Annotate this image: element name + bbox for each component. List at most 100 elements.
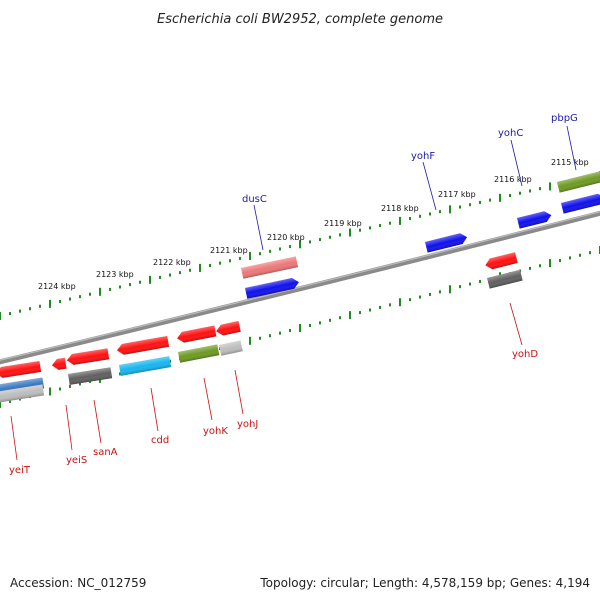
feature-dusC: [245, 278, 299, 299]
feature-yeiT-a-shade: [0, 360, 42, 378]
outer-tick: [509, 194, 511, 198]
inner-tick: [559, 259, 561, 263]
inner-tick: [329, 318, 331, 322]
feature-yohK-a: [177, 325, 217, 343]
feature-pbpG: [557, 170, 600, 193]
inner-tick: [79, 382, 81, 386]
outer-tick: [59, 299, 61, 303]
outer-tick: [439, 210, 441, 214]
inner-tick: [259, 336, 261, 340]
inner-tick: [429, 292, 431, 296]
scale-label-2117: 2117 kbp: [438, 190, 476, 199]
outer-tick: [349, 228, 351, 237]
feature-yeiS-shade: [51, 357, 67, 370]
feature-yohF-shade: [425, 233, 468, 253]
inner-tick: [549, 259, 551, 268]
outer-tick: [369, 226, 371, 230]
outer-tick: [319, 238, 321, 242]
inner-tick: [459, 285, 461, 289]
outer-tick: [389, 221, 391, 225]
inner-tick: [409, 298, 411, 302]
outer-tick: [289, 245, 291, 249]
feature-yohD-a-shade: [485, 252, 518, 270]
outer-tick: [519, 191, 521, 195]
outer-tick: [469, 203, 471, 207]
outer-tick: [199, 263, 201, 272]
gene-labels: pbpG yohC yohF dusC yohD yohJ yohK cdd s…: [9, 113, 578, 476]
outer-tick: [539, 187, 541, 191]
inner-tick: [419, 295, 421, 299]
outer-tick: [419, 214, 421, 218]
scale-label-2119: 2119 kbp: [324, 219, 362, 228]
outer-tick: [149, 275, 151, 284]
outer-tick: [269, 249, 271, 253]
gene-label-yeiT: yeiT: [9, 465, 31, 476]
outer-tick: [29, 307, 31, 311]
outer-tick: [239, 256, 241, 260]
feature-pbpG-shade: [557, 170, 600, 193]
outer-tick: [299, 240, 301, 249]
outer-tick: [249, 252, 251, 261]
outer-tick: [79, 295, 81, 299]
inner-tick: [349, 311, 351, 320]
outer-tick: [359, 228, 361, 232]
scale-labels: 2115 kbp 2116 kbp 2117 kbp 2118 kbp 2119…: [38, 158, 589, 291]
outer-tick: [109, 287, 111, 291]
inner-tick: [579, 253, 581, 257]
gene-label-yohK: yohK: [203, 426, 228, 437]
outer-tick: [169, 273, 171, 277]
feature-dusC-a-shade: [241, 256, 299, 279]
feature-sanA-a-shade: [66, 348, 110, 365]
inner-tick: [249, 336, 251, 345]
outer-tick: [379, 224, 381, 228]
inner-tick-ring: [0, 246, 600, 408]
feature-yohK-shade: [178, 344, 220, 363]
inner-tick: [49, 387, 51, 396]
inner-tick: [69, 384, 71, 388]
scale-label-2120: 2120 kbp: [267, 233, 305, 242]
outer-tick: [309, 240, 311, 244]
inner-tick: [309, 323, 311, 327]
outer-tick: [9, 312, 11, 316]
inner-tick: [479, 279, 481, 283]
outer-tick: [19, 309, 21, 313]
outer-tick: [159, 275, 161, 279]
feature-yohD: [487, 269, 523, 289]
inner-tick: [439, 290, 441, 294]
feature-yohJ-a: [216, 321, 241, 336]
scale-label-2116: 2116 kbp: [494, 175, 532, 184]
inner-tick: [279, 331, 281, 335]
outer-tick: [279, 247, 281, 251]
feature-yeiT-b-shade: [0, 384, 45, 403]
feature-yohK-a-shade: [177, 325, 217, 343]
feature-yeiT-b: [0, 384, 45, 403]
feature-cdd-shade: [119, 356, 172, 376]
outer-tick: [399, 216, 401, 225]
inner-tick: [9, 399, 11, 403]
inner-tick: [589, 251, 591, 255]
scale-label-2115: 2115 kbp: [551, 158, 589, 167]
outer-tick: [489, 198, 491, 202]
outer-tick: [119, 285, 121, 289]
outer-tick: [259, 252, 261, 256]
feature-yeiT-a: [0, 360, 42, 378]
outer-tick: [219, 261, 221, 265]
inner-tick: [289, 329, 291, 333]
outer-tick: [39, 304, 41, 308]
gene-label-yohD: yohD: [512, 349, 538, 360]
gene-label-yeiS: yeiS: [66, 455, 87, 466]
gene-label-sanA: sanA: [93, 447, 118, 458]
scale-label-2124: 2124 kbp: [38, 282, 76, 291]
outer-tick: [89, 292, 91, 296]
outer-tick: [529, 189, 531, 193]
inner-tick: [319, 321, 321, 325]
inner-tick: [0, 400, 1, 408]
outer-tick: [479, 200, 481, 204]
scale-label-2118: 2118 kbp: [381, 204, 419, 213]
outer-tick: [139, 280, 141, 284]
inner-tick: [379, 305, 381, 309]
feature-yohJ-shade: [219, 340, 243, 356]
inner-tick: [399, 298, 401, 307]
